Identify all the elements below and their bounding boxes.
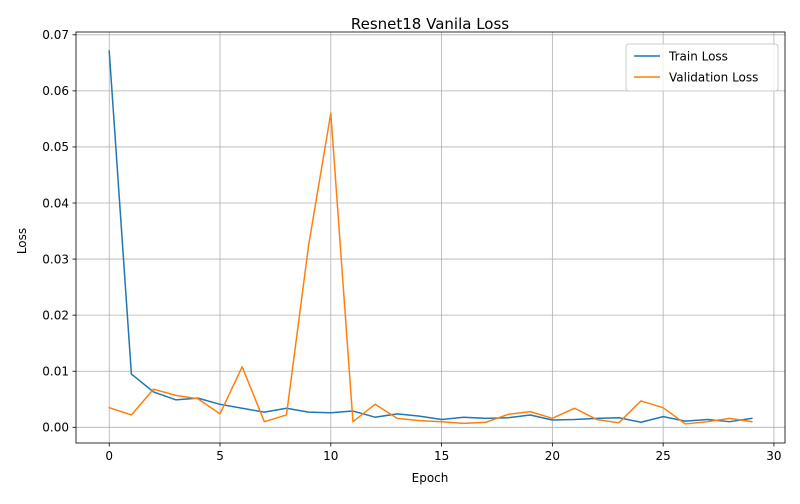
y-axis-label: Loss (15, 228, 29, 254)
y-tick-label: 0.04 (42, 196, 69, 210)
x-tick-label: 0 (105, 449, 113, 463)
series-line-train-loss (108, 50, 753, 423)
legend-box (625, 43, 779, 92)
x-axis-ticks: 0 5 10 15 20 25 30 (105, 443, 782, 463)
y-tick-label: 0.05 (42, 140, 69, 154)
y-axis-ticks: 0.00 0.01 0.02 0.03 0.04 0.05 0.06 0.07 (42, 28, 76, 435)
x-axis-label: Epoch (412, 471, 449, 485)
chart-title: Resnet18 Vanila Loss (351, 15, 509, 33)
legend-label-train-loss: Train Loss (668, 50, 728, 64)
y-tick-label: 0.06 (42, 84, 69, 98)
grid-lines (76, 32, 785, 443)
x-tick-label: 25 (656, 449, 671, 463)
legend-label-validation-loss: Validation Loss (669, 71, 758, 85)
x-tick-label: 10 (323, 449, 338, 463)
y-tick-label: 0.07 (42, 28, 69, 42)
series-line-validation-loss (108, 112, 753, 425)
legend: Train Loss Validation Loss (625, 43, 779, 92)
series-lines (108, 50, 753, 425)
x-tick-label: 30 (766, 449, 781, 463)
y-tick-label: 0.02 (42, 308, 69, 322)
y-tick-label: 0.00 (42, 421, 69, 435)
x-tick-label: 15 (434, 449, 449, 463)
y-tick-label: 0.01 (42, 365, 69, 379)
plot-area-frame (75, 31, 786, 444)
x-tick-label: 20 (545, 449, 560, 463)
y-tick-label: 0.03 (42, 252, 69, 266)
x-tick-label: 5 (216, 449, 224, 463)
